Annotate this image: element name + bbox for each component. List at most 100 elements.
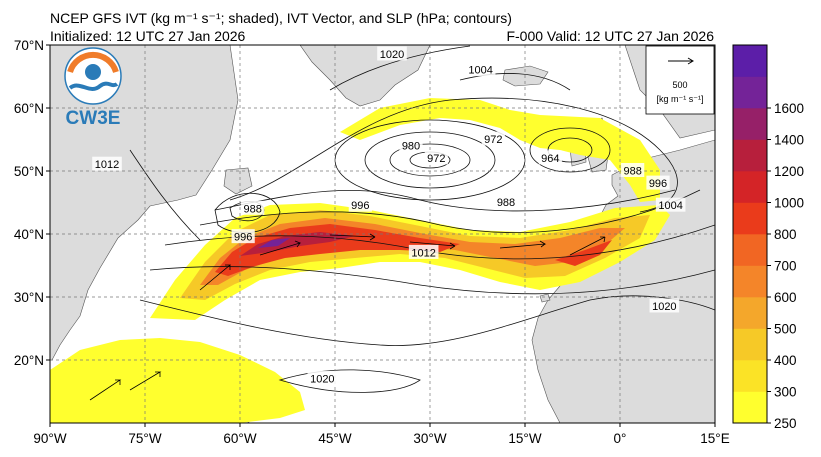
colorbar-swatch bbox=[733, 391, 767, 424]
colorbar-level-label: 800 bbox=[774, 227, 797, 242]
ivt-800 bbox=[215, 224, 460, 276]
slp-contour-988 bbox=[229, 97, 678, 213]
slp-contour-1020 bbox=[139, 295, 715, 346]
vector-key: 500 [kg m⁻¹ s⁻¹] bbox=[645, 45, 715, 115]
slp-label-bg bbox=[348, 197, 372, 212]
slp-contour-label: 996 bbox=[351, 200, 369, 212]
ivt-vector bbox=[499, 240, 547, 249]
cw3e-wave bbox=[68, 81, 119, 91]
colorbar-swatch bbox=[733, 234, 767, 266]
colorbar-level-label: 1400 bbox=[774, 133, 804, 148]
slp-contour-label: 964 bbox=[541, 153, 559, 165]
slp-label-bg bbox=[399, 137, 423, 152]
slp-contour-label: 972 bbox=[484, 134, 502, 146]
slp-contour-label: 980 bbox=[402, 140, 420, 152]
slp-label-bg bbox=[621, 163, 645, 177]
slp-label-bg bbox=[307, 370, 338, 385]
slp-contour-1020-north bbox=[329, 45, 471, 91]
slp-label-bg bbox=[408, 244, 439, 259]
slp-label-bg bbox=[424, 150, 448, 165]
colorbar-swatch bbox=[733, 297, 767, 329]
lon-tick-label: 15°E bbox=[700, 431, 729, 446]
ivt-northeast-plume bbox=[340, 98, 660, 202]
colorbar-swatch bbox=[733, 328, 767, 361]
ivt-vector bbox=[199, 264, 232, 291]
lon-tick-label: 90°W bbox=[33, 431, 66, 446]
slp-contour-996 bbox=[214, 189, 676, 212]
slp-label-bg bbox=[92, 156, 122, 171]
slp-contour-1004 bbox=[199, 189, 701, 233]
slp-contour-label: 1020 bbox=[310, 373, 334, 385]
colorbar-swatch bbox=[733, 360, 767, 392]
colorbar-labels: 250 300 400 500 600 700 800 1000 1200 1400 1600 bbox=[767, 101, 804, 431]
slp-contour-label: 988 bbox=[243, 203, 261, 215]
colorbar-level-label: 250 bbox=[774, 416, 797, 431]
ivt-vector bbox=[129, 371, 162, 391]
slp-contour-label: 988 bbox=[623, 166, 641, 178]
lat-tick-label: 70°N bbox=[14, 38, 44, 53]
colorbar-level-label: 600 bbox=[774, 290, 797, 305]
ivt-caribbean bbox=[50, 338, 305, 423]
colorbar-level-label: 1600 bbox=[774, 101, 804, 116]
slp-low-center-5 bbox=[547, 137, 593, 163]
slp-label-bg bbox=[649, 298, 680, 313]
vector-key-box bbox=[645, 45, 715, 115]
slp-contour-label: 1020 bbox=[652, 301, 676, 313]
ivt-vector bbox=[329, 233, 376, 241]
ivt-1600 bbox=[258, 238, 290, 248]
slp-label-bg bbox=[465, 62, 496, 77]
slp-contour-label: 972 bbox=[427, 153, 445, 165]
lon-tick-label: 30°W bbox=[413, 431, 446, 446]
land-iceland bbox=[502, 65, 549, 87]
colorbar-swatch bbox=[733, 171, 767, 203]
colorbar-swatch bbox=[733, 108, 767, 140]
colorbar-level-label: 1200 bbox=[774, 164, 804, 179]
map-title: NCEP GFS IVT (kg m⁻¹ s⁻¹; shaded), IVT V… bbox=[50, 10, 512, 26]
map-panel: 1020 1004 980 972 972 964 988 996 1004 1012 988 996… bbox=[50, 45, 715, 423]
ivt-vectors bbox=[89, 233, 606, 401]
land-north-america bbox=[50, 45, 239, 361]
vector-key-value: 500 bbox=[672, 80, 687, 90]
lon-tick-label: 60°W bbox=[223, 431, 256, 446]
colorbar-level-label: 700 bbox=[774, 259, 797, 274]
colorbar-level-label: 1000 bbox=[774, 196, 804, 211]
slp-contour-1016 bbox=[149, 266, 715, 295]
colorbar-swatch bbox=[733, 45, 767, 77]
slp-label-bg bbox=[231, 229, 255, 244]
colorbar-level-label: 300 bbox=[774, 385, 797, 400]
colorbar-swatch bbox=[733, 139, 767, 172]
slp-contour-1004-north bbox=[459, 73, 571, 91]
land-canary-islands bbox=[539, 293, 551, 303]
valid-time-label: F-000 Valid: 12 UTC 27 Jan 2026 bbox=[506, 28, 714, 44]
colorbar bbox=[732, 44, 768, 424]
lat-tick-label: 30°N bbox=[14, 290, 44, 305]
slp-label-bg bbox=[494, 194, 518, 209]
slp-label-bg bbox=[538, 150, 562, 165]
init-time-label: Initialized: 12 UTC 27 Jan 2026 bbox=[50, 28, 246, 44]
slp-contour-label: 1004 bbox=[468, 65, 492, 77]
slp-label-bg bbox=[481, 131, 505, 146]
slp-contour-label: 1004 bbox=[658, 200, 682, 212]
lon-tick-label: 0° bbox=[614, 431, 627, 446]
slp-contour-label: 996 bbox=[234, 232, 252, 244]
latitude-tick-labels: 70°N 60°N 50°N 40°N 30°N 20°N bbox=[14, 38, 50, 368]
colorbar-swatch bbox=[733, 265, 767, 298]
graticule bbox=[50, 45, 715, 423]
slp-labels: 1020 1004 980 972 972 964 988 996 1004 1012 988 996… bbox=[92, 46, 686, 385]
ivt-vector bbox=[409, 241, 456, 250]
longitude-tick-labels: 90°W 75°W 60°W 45°W 30°W 15°W 0° 15°E bbox=[33, 423, 730, 446]
ivt-vector bbox=[259, 240, 302, 256]
slp-contour-1012-west bbox=[129, 149, 201, 241]
slp-label-bg bbox=[377, 46, 407, 61]
cw3e-logo: CW3E bbox=[64, 47, 122, 129]
lat-tick-label: 50°N bbox=[14, 164, 44, 179]
slp-label-bg bbox=[655, 197, 686, 212]
slp-low-center-6 bbox=[529, 127, 611, 173]
ivt-vector bbox=[569, 236, 606, 256]
ivt-800-east bbox=[555, 240, 612, 266]
lat-tick-label: 20°N bbox=[14, 353, 44, 368]
colorbar-swatch bbox=[733, 76, 767, 109]
lon-tick-label: 15°W bbox=[508, 431, 541, 446]
lat-tick-label: 60°N bbox=[14, 101, 44, 116]
